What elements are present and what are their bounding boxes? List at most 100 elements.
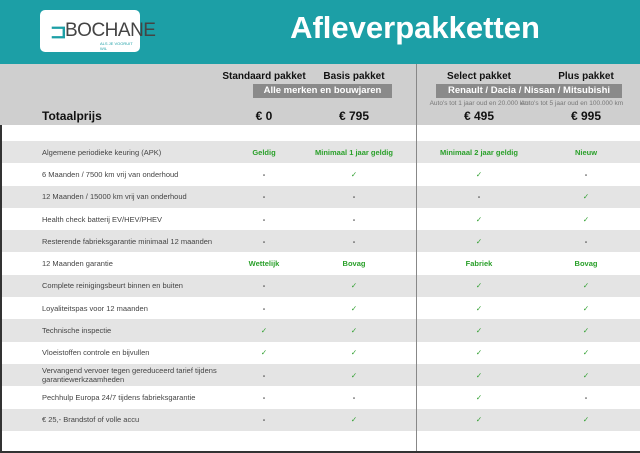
check-icon: ✓ [475, 281, 483, 291]
check-icon: ✓ [475, 370, 483, 380]
feature-label: € 25,- Brandstof of volle accu [42, 415, 140, 425]
left-border [0, 125, 2, 453]
price: € 995 [570, 109, 602, 123]
table-row: € 25,- Brandstof of volle accu - ✓ ✓ ✓ [0, 408, 640, 431]
check-icon: ✓ [350, 281, 358, 291]
feature-label: Complete reinigingsbeurt binnen en buite… [42, 281, 183, 291]
price: € 495 [463, 109, 495, 123]
feature-label: 12 Maanden / 15000 km vrij van onderhoud [42, 192, 187, 202]
dash-icon: - [584, 392, 588, 402]
table-row: Loyaliteitspas voor 12 maanden - ✓ ✓ ✓ [0, 297, 640, 319]
logo-tagline: ALS JE VOORUIT WIL [100, 41, 133, 51]
feature-label: 6 Maanden / 7500 km vrij van onderhoud [42, 169, 179, 179]
check-icon: ✓ [475, 348, 483, 358]
dash-icon: - [262, 303, 266, 313]
check-icon: ✓ [582, 214, 590, 224]
check-icon: ✓ [260, 348, 268, 358]
check-icon: ✓ [475, 169, 483, 179]
dash-icon: - [352, 392, 356, 402]
dash-icon: - [262, 214, 266, 224]
feature-label: Algemene periodieke keuring (APK) [42, 147, 162, 157]
dash-icon: - [262, 281, 266, 291]
table-row: Vloeistoffen controle en bijvullen ✓ ✓ ✓ ✓ [0, 342, 640, 364]
feature-label: 12 Maanden garantie [42, 259, 113, 269]
table-row: Pechhulp Europa 24/7 tijdens fabrieksgar… [0, 386, 640, 408]
dash-icon: - [584, 169, 588, 179]
feature-label: Pechhulp Europa 24/7 tijdens fabrieksgar… [42, 392, 196, 402]
dash-icon: - [262, 236, 266, 246]
check-icon: ✓ [582, 370, 590, 380]
dash-icon: - [262, 192, 266, 202]
check-icon: ✓ [260, 326, 268, 336]
check-icon: ✓ [475, 415, 483, 425]
check-icon: ✓ [582, 348, 590, 358]
feature-value: Minimaal 1 jaar geldig [315, 147, 393, 157]
page-title: Afleverpakketten [290, 10, 540, 45]
table-row: 6 Maanden / 7500 km vrij van onderhoud - ✓… [0, 163, 640, 185]
price: € 795 [338, 109, 370, 123]
feature-value: Bovag [342, 259, 366, 269]
check-icon: ✓ [475, 303, 483, 313]
group-label-all-brands: Alle merken en bouwjaren [253, 84, 392, 98]
table-row: Health check batterij EV/HEV/PHEV - - ✓ ✓ [0, 208, 640, 230]
check-icon: ✓ [582, 303, 590, 313]
header: ⊐ BOCHANE ALS JE VOORUIT WIL Afleverpakk… [0, 0, 640, 64]
group-label-renault: Renault / Dacia / Nissan / Mitsubishi [436, 84, 622, 98]
dash-icon: - [477, 192, 481, 202]
table-row: 12 Maanden / 15000 km vrij van onderhoud… [0, 185, 640, 208]
price: € 0 [255, 109, 273, 123]
dash-icon: - [262, 415, 266, 425]
check-icon: ✓ [582, 281, 590, 291]
dash-icon: - [584, 236, 588, 246]
package-note: Auto's tot 5 jaar oud en 100.000 km [520, 100, 624, 107]
column-divider [416, 64, 417, 453]
table-row: Vervangend vervoer tegen gereduceerd tar… [0, 363, 640, 387]
check-icon: ✓ [350, 370, 358, 380]
feature-label: Vloeistoffen controle en bijvullen [42, 348, 150, 358]
dash-icon: - [262, 392, 266, 402]
feature-value: Nieuw [574, 147, 598, 157]
package-header: Standaard pakket Basis pakket Select pak… [0, 64, 640, 125]
check-icon: ✓ [582, 192, 590, 202]
package-name: Select pakket [447, 71, 511, 82]
check-icon: ✓ [350, 169, 358, 179]
dash-icon: - [262, 370, 266, 380]
feature-value: Bovag [574, 259, 598, 269]
package-note: Auto's tot 1 jaar oud en 20.000 km [429, 100, 529, 107]
feature-label: Health check batterij EV/HEV/PHEV [42, 214, 163, 224]
check-icon: ✓ [582, 326, 590, 336]
table-row: Resterende fabrieksgarantie minimaal 12 … [0, 230, 640, 253]
dash-icon: - [352, 214, 356, 224]
feature-label: Resterende fabrieksgarantie minimaal 12 … [42, 236, 213, 246]
logo: ⊐ BOCHANE ALS JE VOORUIT WIL [40, 10, 156, 52]
feature-label: Loyaliteitspas voor 12 maanden [42, 303, 148, 313]
feature-label: Technische inspectie [42, 326, 112, 336]
total-label: Totaalprijs [42, 109, 102, 123]
feature-value: Wettelijk [248, 259, 280, 269]
logo-name: BOCHANE [65, 20, 156, 41]
package-name: Standaard pakket [222, 71, 306, 82]
dash-icon: - [352, 192, 356, 202]
package-name: Plus pakket [558, 71, 614, 82]
check-icon: ✓ [475, 326, 483, 336]
check-icon: ✓ [350, 326, 358, 336]
dash-icon: - [352, 236, 356, 246]
check-icon: ✓ [582, 415, 590, 425]
package-name: Basis pakket [323, 71, 385, 82]
check-icon: ✓ [350, 415, 358, 425]
cart-icon: ⊐ [50, 21, 67, 43]
table-row: Technische inspectie ✓ ✓ ✓ ✓ [0, 319, 640, 342]
feature-value: Minimaal 2 jaar geldig [440, 147, 518, 157]
bottom-border [0, 451, 640, 453]
check-icon: ✓ [350, 348, 358, 358]
feature-value: Geldig [252, 147, 276, 157]
check-icon: ✓ [475, 214, 483, 224]
table-row: Complete reinigingsbeurt binnen en buite… [0, 274, 640, 298]
feature-label: Vervangend vervoer tegen gereduceerd tar… [42, 366, 217, 385]
check-icon: ✓ [475, 392, 483, 402]
check-icon: ✓ [350, 303, 358, 313]
table-row: 12 Maanden garantie Wettelijk Bovag Fabriek… [0, 252, 640, 274]
feature-table: Algemene periodieke keuring (APK) Geldig M… [0, 141, 640, 431]
feature-value: Fabriek [465, 259, 493, 269]
table-row: Algemene periodieke keuring (APK) Geldig M… [0, 141, 640, 164]
